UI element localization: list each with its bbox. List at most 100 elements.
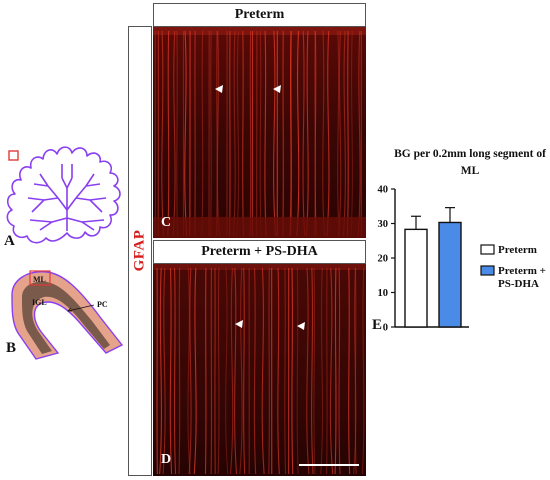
panel-letter-e: E <box>372 317 383 333</box>
glial-fiber <box>161 30 165 237</box>
glial-fiber <box>217 267 220 475</box>
glial-fiber <box>348 267 351 475</box>
glial-fiber <box>193 267 197 475</box>
glial-fiber <box>338 267 341 475</box>
glial-fiber <box>232 30 236 237</box>
y-tick-label: 0 <box>383 323 388 334</box>
header-preterm-ps-dha: Preterm + PS-DHA <box>153 240 366 264</box>
glial-fiber <box>187 267 191 475</box>
glial-fiber <box>346 30 349 237</box>
arrowhead-c2 <box>273 85 281 93</box>
panel-letter-b: B <box>6 340 17 356</box>
glial-fiber <box>188 267 192 475</box>
glial-fiber <box>326 30 330 237</box>
glial-fiber <box>242 30 245 237</box>
glial-fiber <box>259 30 262 237</box>
glial-fiber <box>320 267 324 475</box>
label-ml: ML <box>33 275 46 284</box>
bar-0 <box>404 228 428 328</box>
glial-fiber <box>264 30 267 237</box>
glial-fiber <box>302 30 306 237</box>
y-tick-label: 10 <box>378 288 389 299</box>
y-tick-label: 40 <box>378 185 389 196</box>
y-tick-label: 20 <box>378 254 389 265</box>
glial-fiber <box>322 30 325 237</box>
glial-fiber <box>338 30 342 237</box>
glial-fiber <box>230 267 234 475</box>
glial-fiber <box>239 267 243 475</box>
glial-fiber <box>234 267 238 475</box>
glial-fiber <box>243 267 246 475</box>
glial-fiber <box>225 267 229 475</box>
glial-fiber <box>178 267 181 475</box>
glial-fiber <box>261 267 265 475</box>
glial-fiber <box>249 30 252 237</box>
glial-fiber <box>176 30 179 237</box>
glial-fiber <box>290 30 292 237</box>
header-preterm: Preterm <box>153 3 366 27</box>
glial-fiber <box>173 267 177 475</box>
igl-layer <box>22 281 110 354</box>
bar-chart: 0 10 20 30 40 Preterm Preterm +PS-DHA <box>378 185 546 334</box>
arrowhead-c1 <box>215 85 223 93</box>
arrowhead-d2 <box>297 322 305 330</box>
glial-fiber <box>162 267 166 475</box>
chart-title: BG per 0.2mm long segment of ML <box>394 148 546 177</box>
panel-letter-a: A <box>4 233 15 249</box>
glial-fiber <box>236 30 240 237</box>
glial-fiber <box>276 30 279 237</box>
glial-fiber <box>216 30 218 237</box>
glial-fiber <box>361 267 365 475</box>
gfap-label-box <box>128 26 152 476</box>
glial-fiber <box>296 30 300 237</box>
legend-label-ps-dha-1: Preterm + <box>498 265 546 277</box>
glial-fiber <box>305 30 309 237</box>
glial-fiber <box>353 267 357 475</box>
glial-fiber <box>184 30 188 237</box>
legend-swatch-preterm <box>480 244 495 255</box>
glial-fiber <box>313 267 316 475</box>
glial-fiber <box>311 267 314 475</box>
panel-letter-c: C <box>161 215 172 230</box>
glial-fiber <box>159 267 162 475</box>
highlight-box-a <box>8 150 19 161</box>
glial-fiber <box>167 30 170 237</box>
micrograph-preterm-ps-dha <box>153 264 366 476</box>
glial-fiber <box>209 30 212 237</box>
legend-label-ps-dha-2: PS-DHA <box>498 278 539 290</box>
cerebellum-schematic <box>6 146 121 244</box>
label-pc: PC <box>97 300 108 309</box>
glial-fiber <box>337 30 340 237</box>
y-tick-label: 30 <box>378 219 389 230</box>
glial-fiber <box>253 267 257 475</box>
white-matter-core <box>38 306 94 349</box>
glial-fiber <box>276 30 279 237</box>
glial-fiber <box>342 30 346 237</box>
glial-fiber <box>169 267 173 475</box>
legend-label-preterm: Preterm <box>498 244 537 256</box>
label-igl: IGL <box>32 298 47 307</box>
glial-fiber <box>172 30 176 237</box>
glial-fiber <box>354 267 357 475</box>
cerebellum-outline <box>6 146 121 244</box>
micrograph-preterm <box>153 27 366 238</box>
glial-fiber <box>296 267 299 475</box>
glial-fiber <box>357 30 361 237</box>
arrowhead-d1 <box>235 320 243 328</box>
highlight-box-b <box>29 270 51 286</box>
glial-fiber <box>273 30 277 237</box>
glial-fiber <box>216 30 220 237</box>
glial-fiber <box>291 267 294 475</box>
legend-swatch-ps-dha <box>480 265 495 276</box>
glial-fiber <box>201 30 204 237</box>
folium-schematic: ML IGL PC <box>11 270 124 360</box>
glial-fiber <box>306 267 310 475</box>
glial-fiber <box>350 30 353 237</box>
glial-fiber <box>277 267 280 475</box>
glial-fiber <box>284 267 287 475</box>
glial-fiber <box>334 267 337 475</box>
glial-fiber <box>329 267 334 475</box>
glial-fiber <box>314 30 317 237</box>
gfap-label: GFAP <box>131 229 148 271</box>
panel-letter-d: D <box>161 452 172 467</box>
